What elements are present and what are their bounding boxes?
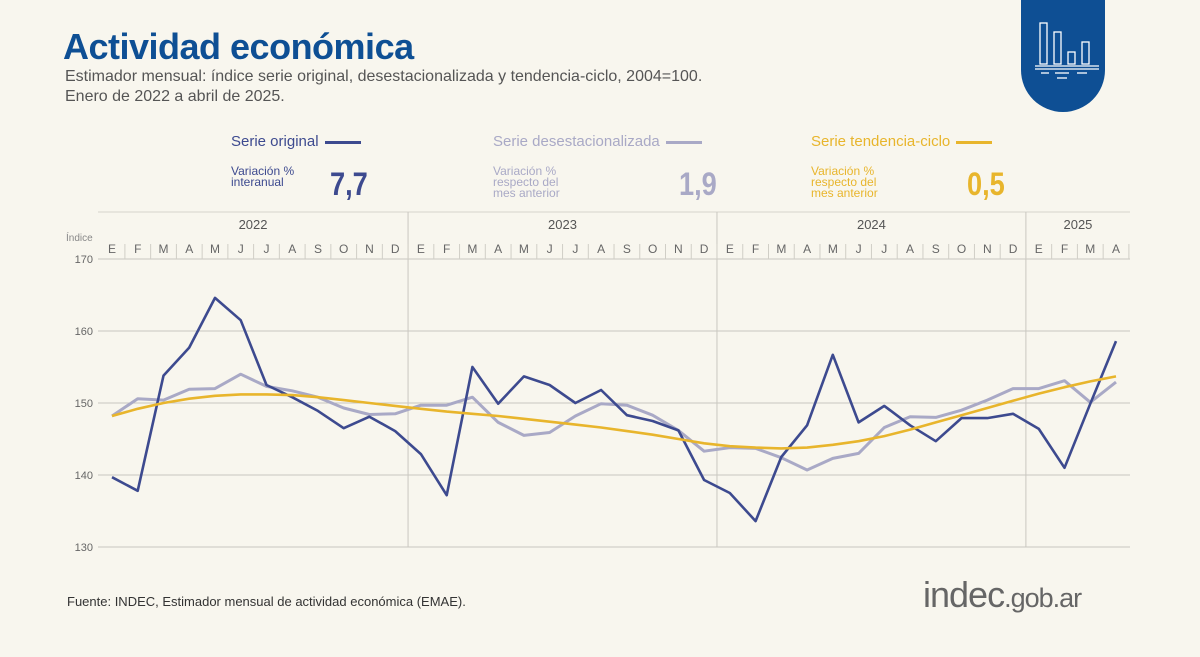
month-label: O <box>957 242 966 256</box>
month-label: F <box>752 242 759 256</box>
bar-chart-icon <box>1035 22 1099 79</box>
month-label: J <box>856 242 862 256</box>
variation-label: Variación % respecto del mes anterior <box>493 164 560 200</box>
year-label: 2023 <box>548 217 577 232</box>
legend-label: Serie tendencia-ciclo <box>811 133 951 150</box>
variation-label-line: Variación % <box>811 164 875 178</box>
variation-label-line: interanual <box>231 175 284 189</box>
month-label: E <box>726 242 734 256</box>
month-label: F <box>1061 242 1068 256</box>
month-label: S <box>932 242 940 256</box>
month-label: M <box>158 242 168 256</box>
variation-label-line: mes anterior <box>811 186 878 200</box>
y-axis-label: Índice <box>66 231 93 244</box>
y-tick-label: 160 <box>75 326 93 338</box>
month-label: D <box>391 242 400 256</box>
brand-main: indec <box>923 574 1005 615</box>
variation-label-line: respecto del <box>493 175 559 189</box>
variation-value: 0,5 <box>967 166 1005 202</box>
month-label: A <box>494 242 502 256</box>
variation-label-line: Variación % <box>231 164 295 178</box>
legend-line <box>665 140 702 144</box>
month-label: M <box>210 242 220 256</box>
month-label: N <box>674 242 683 256</box>
brand-suffix: .gob.ar <box>1004 583 1082 613</box>
month-label: D <box>1009 242 1018 256</box>
source-note: Fuente: INDEC, Estimador mensual de acti… <box>67 594 466 609</box>
variation-value: 7,7 <box>330 166 368 202</box>
legend-label: Serie original <box>231 133 319 150</box>
year-label: 2025 <box>1063 217 1092 232</box>
month-label: O <box>339 242 348 256</box>
y-tick-label: 130 <box>75 542 93 554</box>
brand-logo: indec.gob.ar <box>923 574 1082 616</box>
legend-line <box>324 140 361 144</box>
month-label: E <box>108 242 116 256</box>
variation-label-line: mes anterior <box>493 186 560 200</box>
logo-badge <box>1021 0 1105 112</box>
month-label: A <box>1112 242 1120 256</box>
month-label: J <box>547 242 553 256</box>
variation-label: Variación % respecto del mes anterior <box>811 164 878 200</box>
month-label: M <box>519 242 529 256</box>
month-label: A <box>288 242 296 256</box>
month-label: D <box>700 242 709 256</box>
y-tick-label: 150 <box>75 398 93 410</box>
year-label: 2022 <box>239 217 268 232</box>
legend-desestacionalizada: Serie desestacionalizada <box>493 133 702 150</box>
month-label: M <box>828 242 838 256</box>
series-line-original <box>111 296 1118 523</box>
variation-label: Variación % interanual <box>231 164 295 189</box>
legend-original: Serie original <box>231 133 361 150</box>
series-line-tendencia-ciclo <box>111 375 1117 450</box>
month-label: M <box>776 242 786 256</box>
variation-label-line: Variación % <box>493 164 557 178</box>
variation-value: 1,9 <box>679 166 717 202</box>
legend-tendencia: Serie tendencia-ciclo <box>811 133 993 150</box>
month-label: A <box>906 242 914 256</box>
month-label: J <box>238 242 244 256</box>
month-label: J <box>263 242 269 256</box>
month-label: S <box>314 242 322 256</box>
month-label: N <box>983 242 992 256</box>
month-label: F <box>134 242 141 256</box>
month-label: A <box>597 242 605 256</box>
month-label: N <box>365 242 374 256</box>
month-label: E <box>417 242 425 256</box>
variation-label-line: respecto del <box>811 175 877 189</box>
subtitle-period: Enero de 2022 a abril de 2025. <box>65 88 285 105</box>
y-tick-label: 140 <box>75 470 93 482</box>
month-label: J <box>572 242 578 256</box>
month-label: M <box>467 242 477 256</box>
month-label: J <box>881 242 887 256</box>
month-label: E <box>1035 242 1043 256</box>
y-tick-label: 170 <box>75 254 93 266</box>
month-label: S <box>623 242 631 256</box>
month-label: A <box>185 242 193 256</box>
legend-line <box>956 140 993 144</box>
year-label: 2024 <box>857 217 886 232</box>
month-label: M <box>1085 242 1095 256</box>
legend-label: Serie desestacionalizada <box>493 133 660 150</box>
page-title: Actividad económica <box>63 26 414 67</box>
month-label: F <box>443 242 450 256</box>
month-label: O <box>648 242 657 256</box>
subtitle: Estimador mensual: índice serie original… <box>65 68 703 85</box>
series-line-desestacionalizada <box>111 372 1117 472</box>
month-label: A <box>803 242 811 256</box>
